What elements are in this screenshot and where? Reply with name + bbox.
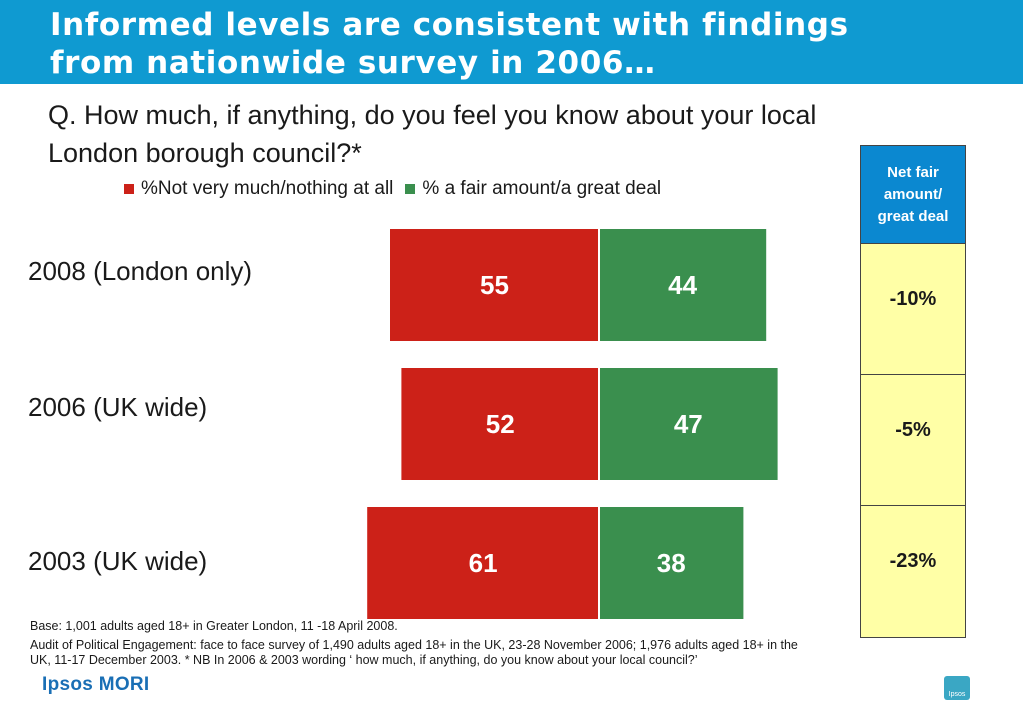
- footnote-audit-line-1: Audit of Political Engagement: face to f…: [30, 638, 798, 652]
- legend-label-fair-amount: % a fair amount/a great deal: [422, 178, 662, 199]
- bar-fair-amount-1: [599, 368, 778, 480]
- footnote-audit-line-2: UK, 11-17 December 2003. * NB In 2006 & …: [30, 653, 698, 667]
- label-fair-amount-0: 44: [668, 270, 697, 300]
- label-not-much-0: 55: [480, 270, 509, 300]
- category-label-2008: 2008 (London only): [28, 256, 253, 286]
- slide-title-line-1: Informed levels are consistent with find…: [50, 7, 849, 43]
- legend-item-fair-amount: % a fair amount/a great deal: [405, 178, 661, 200]
- question-line-1: Q. How much, if anything, do you feel yo…: [48, 100, 817, 130]
- question-line-2: London borough council?*: [48, 138, 362, 168]
- label-not-much-1: 52: [486, 409, 515, 439]
- slide-title: Informed levels are consistent with find…: [50, 6, 849, 82]
- label-fair-amount-1: 47: [674, 409, 703, 439]
- bar-not-much-1: [401, 368, 599, 480]
- ipsos-badge-icon: Ipsos: [944, 676, 970, 700]
- bar-not-much-0: [390, 229, 599, 341]
- net-value-2003: -23%: [861, 506, 965, 637]
- survey-question: Q. How much, if anything, do you feel yo…: [48, 96, 958, 172]
- net-value-2006: -5%: [861, 375, 965, 506]
- net-table: Net fair amount/ great deal -10% -5% -23…: [860, 145, 966, 638]
- chart-legend: %Not very much/nothing at all % a fair a…: [124, 178, 673, 200]
- label-not-much-2: 61: [469, 548, 498, 578]
- bar-fair-amount-2: [599, 507, 744, 619]
- slide-title-line-2: from nationwide survey in 2006…: [50, 45, 656, 81]
- legend-label-not-much: %Not very much/nothing at all: [141, 178, 394, 199]
- legend-swatch-green: [405, 184, 416, 194]
- bar-fair-amount-0: [599, 229, 767, 341]
- net-value-2008: -10%: [861, 244, 965, 375]
- legend-swatch-red: [124, 184, 134, 194]
- diverging-bar-chart: 55 44 52 47 61 38: [367, 229, 778, 619]
- footnote-base: Base: 1,001 adults aged 18+ in Greater L…: [30, 619, 398, 633]
- net-table-header: Net fair amount/ great deal: [861, 146, 965, 244]
- ipsos-mori-logo: Ipsos MORI: [42, 674, 150, 695]
- label-fair-amount-2: 38: [657, 548, 686, 578]
- category-label-2003: 2003 (UK wide): [28, 546, 208, 576]
- bar-not-much-2: [367, 507, 599, 619]
- category-label-2006: 2006 (UK wide): [28, 392, 208, 422]
- title-bar: Informed levels are consistent with find…: [0, 0, 1023, 84]
- legend-item-not-much: %Not very much/nothing at all: [124, 178, 393, 200]
